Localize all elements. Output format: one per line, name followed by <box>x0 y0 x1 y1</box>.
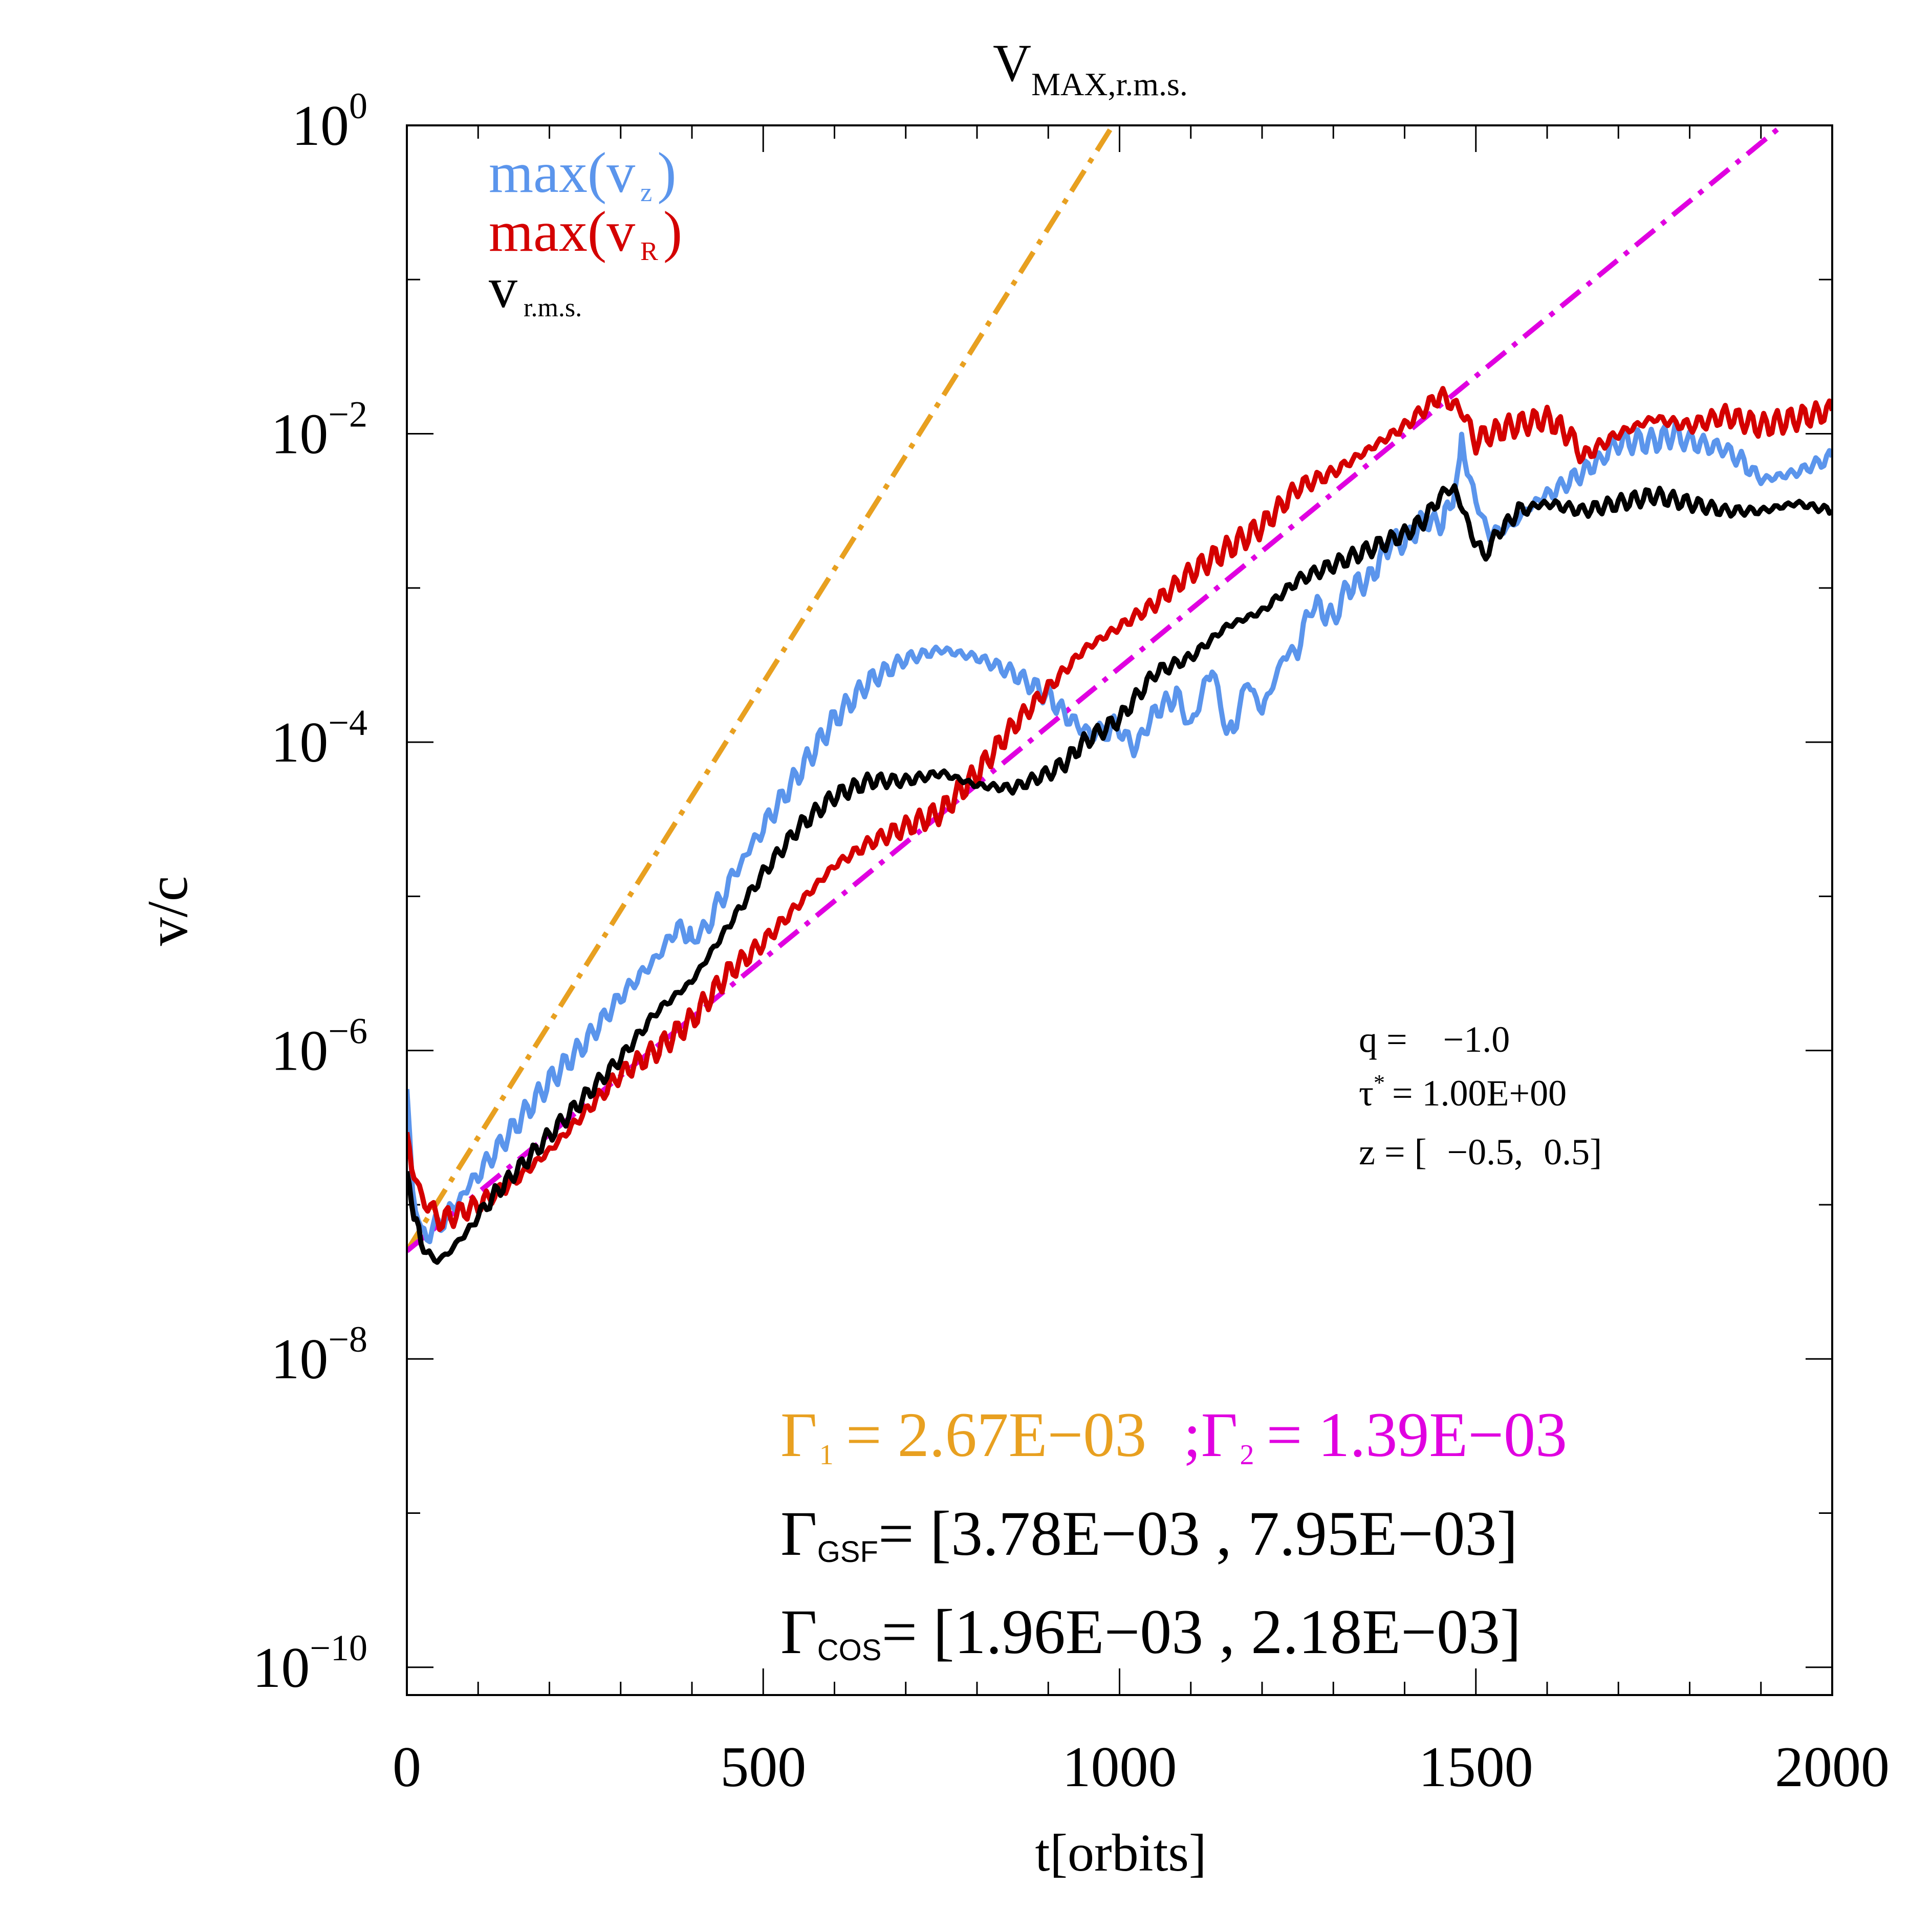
y-tick-base: 10 <box>271 1328 328 1391</box>
chart-title-sub: MAX,r.m.s. <box>1031 66 1188 102</box>
legend-entry-vrms: v r.m.s. <box>489 256 582 322</box>
legend-entry-vz-close: ) <box>657 141 676 205</box>
y-tick-exp: −2 <box>328 394 367 435</box>
legend-entry-vr-main: max(v <box>489 200 635 264</box>
x-tick-label: 500 <box>720 1735 806 1799</box>
param-z: z = [ −0.5, 0.5] <box>1359 1132 1602 1173</box>
y-tick-label: 10−4 <box>271 702 367 774</box>
y-tick-base: 10 <box>271 1019 328 1083</box>
y-tick-label: 10−6 <box>271 1011 367 1083</box>
rate-gsf: ΓGSF= [3.78E−03 , 7.95E−03] <box>780 1499 1518 1569</box>
param-q-value: −1.0 <box>1443 1019 1510 1060</box>
legend-entry-vr-close: ) <box>663 200 682 264</box>
rate-gsf-sub: GSF <box>817 1535 878 1569</box>
param-tau-label: τ <box>1359 1073 1374 1114</box>
y-tick-base: 10 <box>271 403 328 466</box>
param-tau-value: = 1.00E+00 <box>1392 1073 1567 1114</box>
legend-entry-vz-sub: z <box>640 178 652 207</box>
y-tick-base: 10 <box>292 94 349 158</box>
y-tick-exp: −4 <box>328 702 367 743</box>
legend-entry-vz-main: max(v <box>489 141 635 205</box>
y-tick-label: 10−8 <box>271 1319 367 1391</box>
rate-cos-symbol: Γ <box>780 1597 817 1667</box>
param-q-label: q = <box>1359 1019 1407 1060</box>
rate-gamma1-sub: 1 <box>819 1439 834 1471</box>
rate-gamma2-value: = 1.39E−03 <box>1266 1400 1567 1470</box>
chart-title-main: V <box>993 34 1031 93</box>
legend-entry-vr: max(v R) <box>489 200 682 266</box>
rate-gamma1-symbol: Γ <box>780 1400 817 1470</box>
x-axis-label: t[orbits] <box>1035 1824 1206 1882</box>
ticks-layer <box>406 124 1833 1695</box>
series-line <box>408 420 1831 1245</box>
parameters-block: q = −1.0 τ* = 1.00E+00 z = [ −0.5, 0.5] <box>1359 1019 1602 1173</box>
legend: max(v z) max(v R) v r.m.s. <box>489 141 682 322</box>
rate-gamma2-sub: 2 <box>1240 1439 1254 1471</box>
param-z-value1: −0.5, <box>1447 1132 1524 1173</box>
series-line <box>408 483 1831 1265</box>
y-tick-base: 10 <box>271 711 328 774</box>
series-line <box>408 386 1831 1232</box>
rate-gamma1-value: = 2.67E−03 <box>846 1400 1147 1470</box>
y-tick-exp: 0 <box>349 85 367 126</box>
legend-entry-vz: max(v z) <box>489 141 677 207</box>
y-tick-label: 100 <box>292 85 367 158</box>
legend-entry-vrms-main: v <box>489 256 517 320</box>
param-tau-sup: * <box>1374 1070 1385 1095</box>
param-q: q = −1.0 <box>1359 1019 1510 1060</box>
legend-entry-vr-sub: R <box>640 237 658 266</box>
chart-title: VMAX,r.m.s. <box>993 34 1188 102</box>
param-z-label: z = [ <box>1359 1132 1427 1173</box>
fit-line <box>408 126 1115 1252</box>
x-tick-label: 1000 <box>1062 1735 1177 1799</box>
data-series <box>408 386 1831 1265</box>
rate-gsf-value: = [3.78E−03 , 7.95E−03] <box>878 1499 1518 1569</box>
rate-gamma2-symbol: Γ <box>1201 1400 1238 1470</box>
y-tick-exp: −8 <box>328 1319 367 1360</box>
rate-separator: ; <box>1183 1400 1201 1470</box>
growth-rates: Γ1 = 2.67E−03 ;Γ2 = 1.39E−03 ΓGSF= [3.78E−0… <box>780 1400 1567 1667</box>
rate-cos: ΓCOS= [1.96E−03 , 2.18E−03] <box>780 1597 1521 1667</box>
x-tick-labels: 0 500 1000 1500 2000 <box>393 1735 1890 1799</box>
y-axis-label: v/c <box>136 876 200 946</box>
legend-entry-vrms-sub: r.m.s. <box>524 293 582 322</box>
y-tick-exp: −10 <box>310 1627 367 1668</box>
rate-cos-value: = [1.96E−03 , 2.18E−03] <box>881 1597 1521 1667</box>
x-tick-label: 0 <box>393 1735 421 1799</box>
y-tick-exp: −6 <box>328 1011 367 1052</box>
y-tick-label: 10−2 <box>271 394 367 466</box>
rate-gsf-symbol: Γ <box>780 1499 817 1569</box>
param-tau: τ* = 1.00E+00 <box>1359 1070 1567 1114</box>
y-tick-base: 10 <box>252 1636 310 1700</box>
y-tick-label: 10−10 <box>252 1627 367 1700</box>
x-tick-label: 1500 <box>1419 1735 1533 1799</box>
param-z-value2: 0.5] <box>1544 1132 1602 1173</box>
x-tick-label: 2000 <box>1775 1735 1890 1799</box>
rate-gamma1-gamma2: Γ1 = 2.67E−03 ;Γ2 = 1.39E−03 <box>780 1400 1567 1471</box>
rate-cos-sub: COS <box>817 1634 882 1667</box>
